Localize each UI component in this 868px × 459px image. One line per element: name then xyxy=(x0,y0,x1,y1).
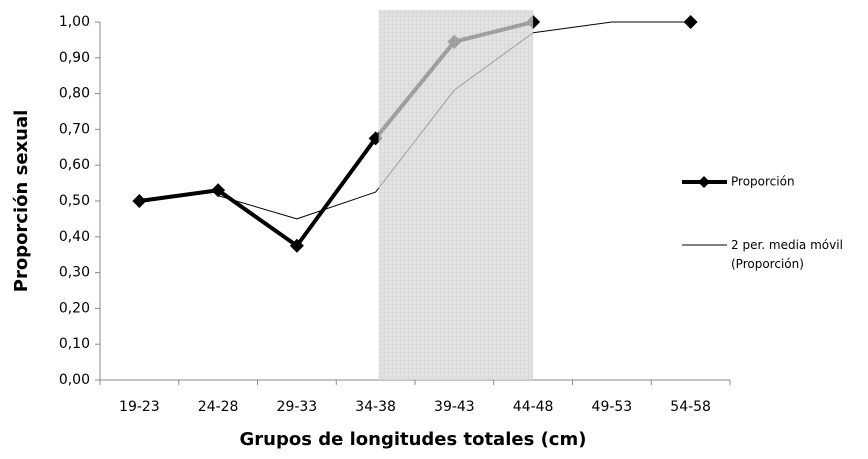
y-tick-label: 0,50 xyxy=(59,193,90,209)
y-tick-label: 0,30 xyxy=(59,265,90,281)
legend-marker xyxy=(698,176,710,188)
y-tick-label: 0,40 xyxy=(59,229,90,245)
y-tick-label: 0,70 xyxy=(59,121,90,137)
x-axis-title: Grupos de longitudes totales (cm) xyxy=(240,429,587,450)
y-tick-label: 0,90 xyxy=(59,50,90,66)
legend-label: Proporción xyxy=(731,175,795,189)
x-tick-label: 39-43 xyxy=(434,399,475,415)
marker xyxy=(683,15,698,29)
highlight-region xyxy=(378,10,534,380)
y-axis-title: Proporción sexual xyxy=(11,110,32,293)
x-tick-label: 24-28 xyxy=(198,399,239,415)
y-tick-label: 0,80 xyxy=(59,86,90,102)
x-tick-label: 29-33 xyxy=(277,399,318,415)
x-tick-label: 44-48 xyxy=(513,399,554,415)
y-tick-label: 1,00 xyxy=(59,14,90,30)
y-tick-label: 0,10 xyxy=(59,336,90,352)
x-tick-label: 54-58 xyxy=(670,399,711,415)
x-tick-label: 49-53 xyxy=(592,399,633,415)
x-tick-label: 19-23 xyxy=(119,399,160,415)
y-tick-label: 0,20 xyxy=(59,300,90,316)
marker xyxy=(132,194,147,208)
marker xyxy=(289,238,304,253)
marker xyxy=(211,183,226,198)
y-tick-label: 0,00 xyxy=(59,372,90,388)
legend-label: 2 per. media móvil (Proporción) xyxy=(731,238,843,271)
y-tick-label: 0,60 xyxy=(59,157,90,173)
x-tick-label: 34-38 xyxy=(355,399,396,415)
